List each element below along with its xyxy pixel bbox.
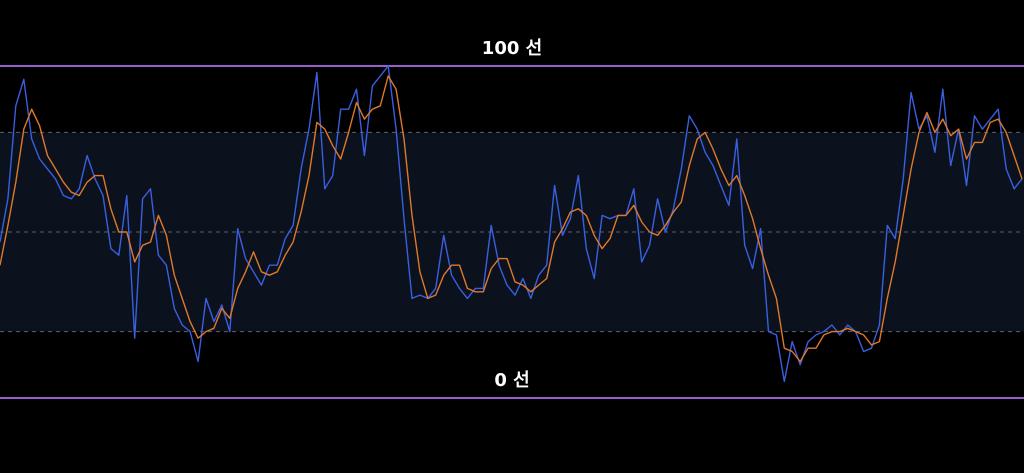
series-line	[0, 65, 1023, 383]
reference-label: 0 선	[494, 370, 529, 391]
reference-label: 100 선	[482, 38, 542, 59]
series-line	[0, 75, 1023, 363]
